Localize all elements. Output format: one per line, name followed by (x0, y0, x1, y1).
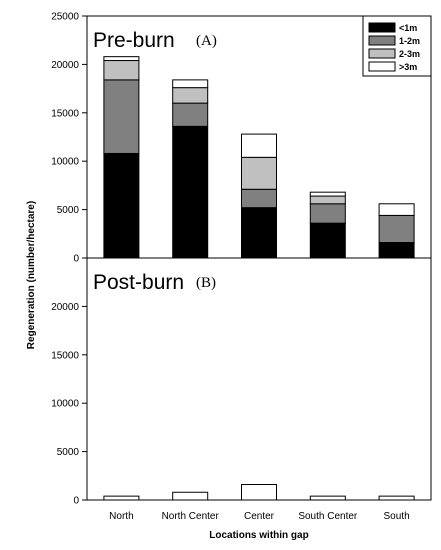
panel-title: Pre-burn (93, 29, 175, 52)
plot-frame (86, 257, 432, 501)
bar-segment (172, 79, 209, 89)
bar-segment (103, 152, 140, 259)
x-tick-labels: North North Center Center South Center South (109, 511, 409, 522)
y-tick-label: 20000 (51, 302, 79, 313)
legend-swatch (368, 35, 396, 46)
bar-segment (309, 495, 346, 501)
x-tick-label: Center (244, 511, 275, 522)
y-tick-label: 5000 (57, 447, 80, 458)
bar-segment (378, 242, 415, 259)
x-tick-label: North (109, 511, 133, 522)
x-tick-label: South Center (298, 511, 358, 522)
legend-label: 2-3m (399, 49, 420, 59)
y-tick-label: 0 (73, 254, 79, 265)
pre-burn-panel: 0 5000 10000 15000 20000 25000 Pre-burn (A) (51, 12, 432, 265)
bar-segment (378, 214, 415, 244)
y-tick-label: 10000 (51, 157, 79, 168)
bar-segment (309, 222, 346, 259)
y-tick-label: 5000 (57, 205, 80, 216)
bar-segment (172, 491, 209, 501)
panel-letter: (A) (196, 33, 217, 49)
y-axis-title: Regeneration (number/hectare) (26, 201, 37, 349)
bar-segment (103, 495, 140, 501)
bar-segment (241, 156, 277, 190)
panel-title: Post-burn (93, 271, 184, 294)
post-burn-panel: 0 5000 10000 15000 20000 Post-burn (B) (51, 257, 432, 507)
legend-swatch (368, 61, 396, 72)
bar-segment (309, 195, 346, 205)
bar-segment (241, 188, 277, 209)
bar-segment (103, 60, 140, 81)
bar-segment (172, 102, 209, 127)
x-tick-label: North Center (162, 511, 220, 522)
bar-segment (241, 133, 277, 158)
bar-segment (378, 495, 415, 501)
legend-label: >3m (399, 62, 417, 72)
legend-label: <1m (399, 23, 417, 33)
panel-letter: (B) (196, 275, 216, 291)
bar-segment (103, 79, 140, 154)
x-tick-label: South (384, 511, 410, 522)
y-tick-label: 25000 (51, 12, 79, 23)
bar-segment (241, 207, 277, 259)
y-tick-label: 20000 (51, 60, 79, 71)
bar-segment (309, 191, 346, 197)
y-tick-label: 0 (73, 496, 79, 507)
bar-segment (378, 203, 415, 216)
bar-segment (103, 56, 140, 62)
y-tick-label: 15000 (51, 108, 79, 119)
legend: <1m 1-2m 2-3m >3m (362, 15, 432, 77)
legend-swatch (368, 22, 396, 33)
y-tick-label: 10000 (51, 399, 79, 410)
bar-segment (172, 125, 209, 259)
x-axis-title: Locations within gap (209, 530, 308, 541)
y-tick-label: 15000 (51, 350, 79, 361)
legend-swatch (368, 48, 396, 59)
bar-segment (172, 87, 209, 104)
bar-segment (309, 203, 346, 224)
bar-segment (241, 484, 277, 501)
legend-label: 1-2m (399, 36, 420, 46)
